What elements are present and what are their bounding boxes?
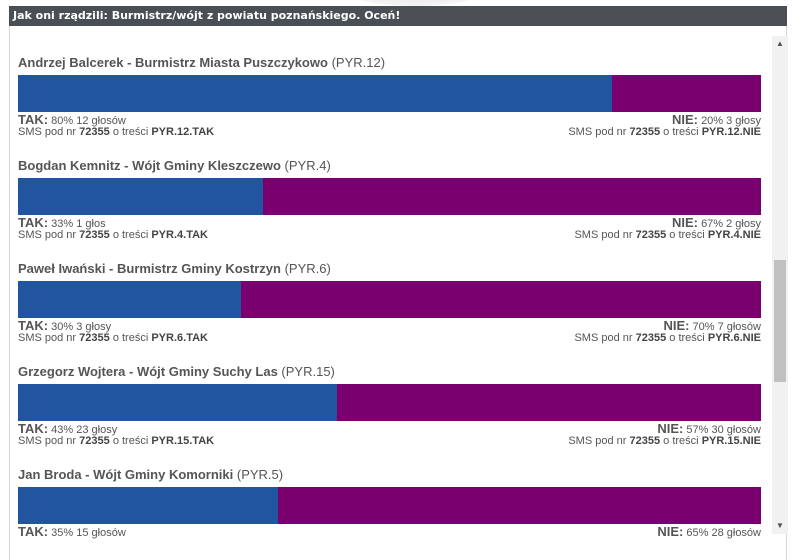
vote-stats: TAK: 43% 23 głosy SMS pod nr 72355 o tre… xyxy=(18,422,761,448)
yes-stats: TAK: 80% 12 głosów SMS pod nr 72355 o tr… xyxy=(18,113,214,139)
poll-entry-5: Jan Broda - Wójt Gminy Komorniki (PYR.5)… xyxy=(18,466,761,560)
vote-bar xyxy=(18,384,761,421)
vote-bar xyxy=(18,178,761,215)
candidate-name: Andrzej Balcerek - Burmistrz Miasta Pusz… xyxy=(18,55,328,70)
entry-title: Jan Broda - Wójt Gminy Komorniki (PYR.5) xyxy=(18,466,761,484)
no-detail: 70% 7 głosów xyxy=(692,321,762,333)
scroll-down-icon[interactable]: ▼ xyxy=(776,521,784,530)
entry-title: Bogdan Kemnitz - Wójt Gminy Kleszczewo (… xyxy=(18,157,761,175)
candidate-code: (PYR.5) xyxy=(236,467,284,482)
no-sms-line: SMS pod nr 72355 o treści PYR.15.NIE xyxy=(568,435,761,447)
yes-sms-line: SMS pod nr 72355 o treści PYR.6.TAK xyxy=(18,332,208,344)
decorative-arc xyxy=(350,0,480,6)
entry-title: Grzegorz Wojtera - Wójt Gminy Suchy Las … xyxy=(18,363,761,381)
yes-detail: 30% 3 głosy xyxy=(51,321,112,333)
vote-stats: TAK: 30% 3 głosy SMS pod nr 72355 o treś… xyxy=(18,319,761,345)
vote-stats: TAK: 33% 1 głos SMS pod nr 72355 o treśc… xyxy=(18,216,761,242)
entry-title: Andrzej Balcerek - Burmistrz Miasta Pusz… xyxy=(18,54,761,72)
yes-sms-line: SMS pod nr 72355 o treści PYR.12.TAK xyxy=(18,126,215,138)
no-stats: NIE: 67% 2 głosy SMS pod nr 72355 o treś… xyxy=(574,216,761,242)
vertical-scrollbar[interactable]: ▲ ▼ xyxy=(772,36,788,534)
poll-entry-3: Paweł Iwański - Burmistrz Gminy Kostrzyn… xyxy=(18,260,761,363)
no-detail: 57% 30 głosów xyxy=(686,424,761,436)
yes-detail: 33% 1 głos xyxy=(51,218,106,230)
yes-label: TAK: xyxy=(18,215,49,230)
vote-bar-yes xyxy=(18,281,241,318)
no-label: NIE: xyxy=(657,421,684,436)
poll-panel: Andrzej Balcerek - Burmistrz Miasta Pusz… xyxy=(9,26,787,560)
poll-entry-2: Bogdan Kemnitz - Wójt Gminy Kleszczewo (… xyxy=(18,157,761,260)
vote-bar-yes xyxy=(18,487,279,524)
yes-stats: TAK: 43% 23 głosy SMS pod nr 72355 o tre… xyxy=(18,422,214,448)
vote-bar-yes xyxy=(18,384,338,421)
yes-label: TAK: xyxy=(18,421,49,436)
top-strip xyxy=(0,0,795,6)
no-detail: 20% 3 głosy xyxy=(701,115,761,127)
yes-stats: TAK: 35% 15 głosów SMS pod nr 72355 o tr… xyxy=(18,525,148,551)
candidate-name: Jan Broda - Wójt Gminy Komorniki xyxy=(18,467,234,482)
no-stats: NIE: 57% 30 głosów SMS pod nr 72355 o tr… xyxy=(568,422,761,448)
yes-detail: 80% 12 głosów xyxy=(51,115,126,127)
yes-sms-line: SMS pod nr 72355 o treści PYR.4.TAK xyxy=(18,229,208,241)
no-stats: NIE: 70% 7 głosów SMS pod nr 72355 o tre… xyxy=(574,319,761,345)
poll-entry-1: Andrzej Balcerek - Burmistrz Miasta Pusz… xyxy=(18,54,761,157)
poll-entry-4: Grzegorz Wojtera - Wójt Gminy Suchy Las … xyxy=(18,363,761,466)
no-stats: NIE: 20% 3 głosy SMS pod nr 72355 o treś… xyxy=(568,113,761,139)
yes-label: TAK: xyxy=(18,524,49,539)
vote-bar xyxy=(18,487,761,524)
candidate-name: Paweł Iwański - Burmistrz Gminy Kostrzyn xyxy=(18,261,281,276)
scroll-thumb[interactable] xyxy=(774,260,786,382)
poll-header: Jak oni rządzili: Burmistrz/wójt z powia… xyxy=(9,6,787,26)
yes-stats: TAK: 33% 1 głos SMS pod nr 72355 o treśc… xyxy=(18,216,208,242)
yes-label: TAK: xyxy=(18,318,49,333)
poll-list: Andrzej Balcerek - Burmistrz Miasta Pusz… xyxy=(18,54,761,560)
candidate-code: (PYR.12) xyxy=(331,55,386,70)
vote-bar-yes xyxy=(18,75,613,112)
no-label: NIE: xyxy=(663,318,690,333)
candidate-name: Grzegorz Wojtera - Wójt Gminy Suchy Las xyxy=(18,364,278,379)
yes-detail: 35% 15 głosów xyxy=(51,527,126,539)
candidate-name: Bogdan Kemnitz - Wójt Gminy Kleszczewo xyxy=(18,158,281,173)
vote-stats: TAK: 80% 12 głosów SMS pod nr 72355 o tr… xyxy=(18,113,761,139)
yes-label: TAK: xyxy=(18,112,49,127)
no-label: NIE: xyxy=(672,112,698,127)
no-label: NIE: xyxy=(672,215,698,230)
no-detail: 65% 28 głosów xyxy=(686,527,761,539)
scroll-up-icon[interactable]: ▲ xyxy=(776,39,784,48)
no-sms-line: SMS pod nr 72355 o treści PYR.4.NIE xyxy=(574,229,761,241)
no-detail: 67% 2 głosy xyxy=(701,218,761,230)
no-sms-line: SMS pod nr 72355 o treści PYR.12.NIE xyxy=(568,126,761,138)
vote-bar xyxy=(18,281,761,318)
entry-title: Paweł Iwański - Burmistrz Gminy Kostrzyn… xyxy=(18,260,761,278)
candidate-code: (PYR.4) xyxy=(284,158,331,173)
yes-sms-line: SMS pod nr 72355 o treści PYR.15.TAK xyxy=(18,435,215,447)
no-stats: NIE: 65% 28 głosów SMS pod nr 72355 o tr… xyxy=(631,525,761,551)
candidate-code: (PYR.15) xyxy=(281,364,335,379)
yes-detail: 43% 23 głosy xyxy=(51,424,118,436)
vote-bar-yes xyxy=(18,178,264,215)
vote-stats: TAK: 35% 15 głosów SMS pod nr 72355 o tr… xyxy=(18,525,761,551)
vote-bar xyxy=(18,75,761,112)
no-label: NIE: xyxy=(657,524,684,539)
candidate-code: (PYR.6) xyxy=(284,261,331,276)
yes-stats: TAK: 30% 3 głosy SMS pod nr 72355 o treś… xyxy=(18,319,208,345)
no-sms-line: SMS pod nr 72355 o treści PYR.6.NIE xyxy=(574,332,761,344)
